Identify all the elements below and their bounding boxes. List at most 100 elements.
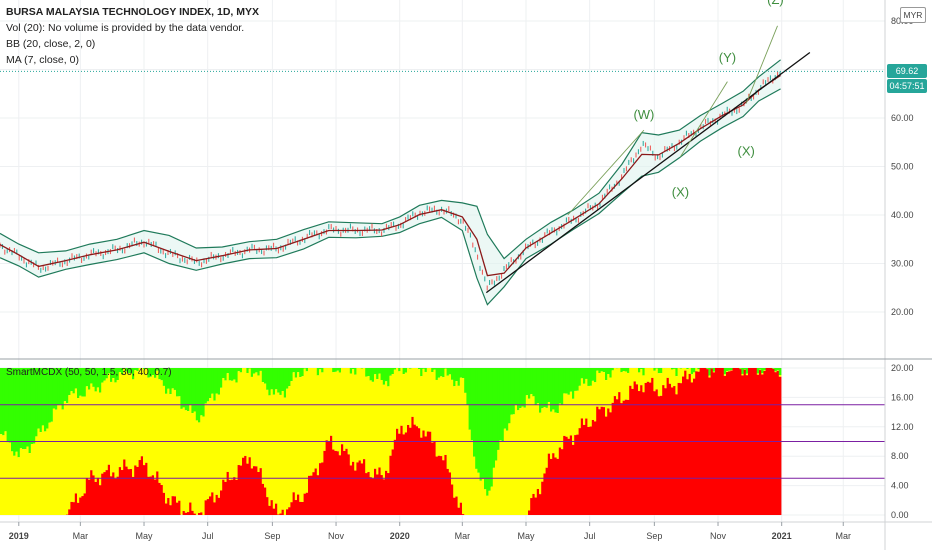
indicator-red-bar	[369, 477, 373, 515]
indicator-yellow-bar	[543, 407, 546, 474]
indicator-legend[interactable]: SmartMCDX (50, 50, 1.5, 30, 40, 0.7)	[6, 367, 172, 378]
indicator-green-bar	[228, 368, 232, 381]
indicator-green-bar	[510, 368, 513, 415]
indicator-green-bar	[297, 368, 300, 373]
indicator-green-bar	[552, 368, 555, 410]
indicator-red-bar	[761, 374, 764, 515]
indicator-yellow-bar	[532, 396, 535, 494]
indicator-red-bar	[250, 468, 254, 515]
indicator-green-bar	[277, 368, 280, 393]
indicator-red-bar	[607, 408, 610, 515]
indicator-green-bar	[336, 368, 340, 371]
indicator-yellow-bar	[426, 368, 430, 432]
legend-bollinger[interactable]: BB (20, close, 2, 0)	[6, 38, 96, 50]
indicator-green-bar	[660, 368, 663, 374]
indicator-yellow-bar	[206, 401, 210, 500]
indicator-red-bar	[319, 463, 322, 515]
indicator-yellow-bar	[24, 449, 27, 515]
wave-trend-line	[680, 81, 728, 158]
indicator-yellow-bar	[653, 370, 656, 392]
indicator-yellow-bar	[363, 368, 366, 460]
indicator-yellow-bar	[446, 375, 450, 469]
indicator-green-bar	[600, 368, 604, 372]
indicator-red-bar	[211, 492, 214, 515]
indicator-yellow-bar	[204, 403, 208, 501]
indicator-red-bar	[572, 444, 575, 515]
indicator-yellow-bar	[325, 368, 329, 441]
indicator-red-bar	[545, 467, 549, 515]
indicator-yellow-bar	[756, 373, 760, 375]
indicator-green-bar	[495, 368, 498, 461]
legend-moving-average[interactable]: MA (7, close, 0)	[6, 54, 79, 66]
indicator-green-bar	[281, 368, 285, 391]
indicator-green-bar	[481, 368, 485, 479]
indicator-red-bar	[642, 392, 645, 515]
indicator-yellow-bar	[0, 434, 3, 515]
indicator-red-bar	[530, 498, 533, 515]
indicator-yellow-bar	[585, 378, 588, 419]
indicator-red-bar	[378, 467, 381, 515]
indicator-green-bar	[266, 368, 269, 390]
indicator-green-bar	[301, 368, 304, 377]
indicator-yellow-bar	[550, 411, 553, 459]
legend-volume[interactable]: Vol (20): No volume is provided by the d…	[6, 22, 245, 34]
indicator-green-bar	[519, 368, 522, 409]
indicator-yellow-bar	[200, 415, 203, 513]
indicator-yellow-bar	[167, 388, 170, 499]
indicator-yellow-bar	[644, 368, 648, 383]
indicator-red-bar	[341, 444, 344, 515]
indicator-yellow-bar	[96, 387, 100, 478]
wave-label: (W)	[633, 107, 654, 122]
indicator-yellow-bar	[473, 456, 476, 515]
indicator-green-bar	[756, 368, 760, 374]
indicator-red-bar	[589, 426, 593, 515]
indicator-green-bar	[81, 368, 84, 397]
indicator-yellow-bar	[242, 368, 245, 458]
indicator-green-bar	[745, 368, 749, 374]
indicator-yellow-bar	[486, 495, 489, 515]
indicator-red-bar	[334, 450, 337, 515]
time-axis-tick-label: Jul	[584, 531, 596, 541]
indicator-red-bar	[301, 502, 304, 515]
indicator-red-bar	[420, 437, 423, 515]
indicator-yellow-bar	[464, 392, 467, 515]
indicator-green-bar	[576, 368, 579, 391]
indicator-yellow-bar	[143, 369, 146, 466]
currency-button[interactable]: MYR	[900, 7, 926, 23]
indicator-yellow-bar	[547, 402, 551, 454]
indicator-green-bar	[706, 368, 709, 369]
indicator-yellow-bar	[286, 388, 289, 510]
indicator-red-bar	[167, 498, 170, 515]
indicator-green-bar	[433, 368, 436, 370]
indicator-red-bar	[356, 462, 359, 515]
indicator-yellow-bar	[123, 368, 126, 460]
indicator-yellow-bar	[633, 368, 637, 382]
indicator-yellow-bar	[301, 376, 304, 503]
indicator-yellow-bar	[400, 368, 403, 426]
indicator-red-bar	[365, 473, 368, 515]
indicator-yellow-bar	[371, 381, 375, 479]
indicator-green-bar	[176, 368, 179, 397]
indicator-yellow-bar	[319, 369, 322, 464]
indicator-yellow-bar	[13, 455, 16, 515]
indicator-red-bar	[638, 391, 641, 515]
indicator-green-bar	[389, 368, 392, 376]
indicator-red-bar	[429, 431, 432, 515]
indicator-red-bar	[336, 451, 340, 515]
indicator-red-bar	[246, 463, 249, 515]
indicator-yellow-bar	[418, 369, 421, 429]
indicator-red-bar	[528, 510, 531, 515]
indicator-red-bar	[253, 466, 256, 515]
indicator-yellow-bar	[343, 368, 346, 451]
indicator-yellow-bar	[521, 406, 524, 515]
indicator-red-bar	[101, 473, 104, 515]
indicator-yellow-bar	[145, 368, 148, 463]
legend-title[interactable]: BURSA MALAYSIA TECHNOLOGY INDEX, 1D, MYX	[6, 6, 260, 18]
indicator-red-bar	[398, 433, 401, 515]
indicator-green-bar	[409, 368, 412, 369]
indicator-yellow-bar	[563, 393, 566, 436]
indicator-green-bar	[246, 368, 249, 373]
indicator-red-bar	[708, 377, 711, 515]
indicator-green-bar	[103, 368, 106, 381]
